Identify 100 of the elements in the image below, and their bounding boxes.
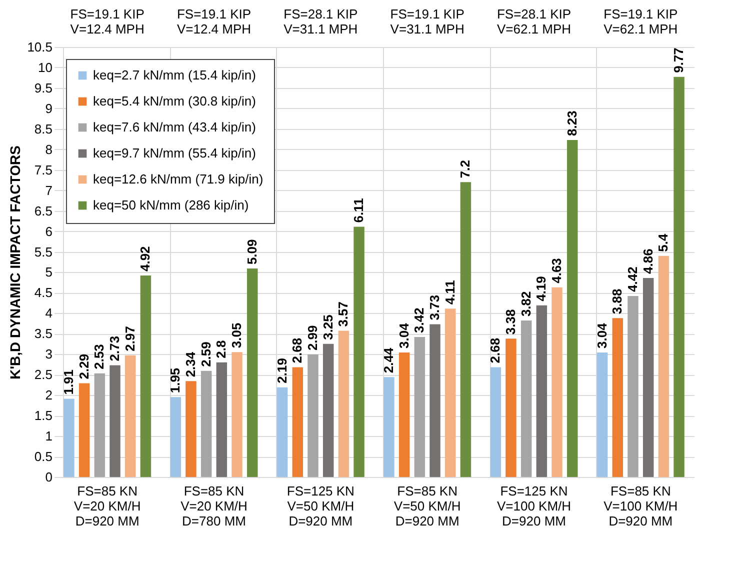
y-tick-label: 5.5 [34,244,52,260]
data-label: 2.97 [122,326,138,352]
y-tick-label: 7.5 [34,162,52,178]
legend-label: keq=50 kN/mm (286 kip/in) [93,198,249,212]
y-tick-label: 3 [45,346,52,362]
bar [78,383,90,477]
legend-label: keq=9.7 kN/mm (55.4 kip/in) [93,146,256,160]
bar [308,354,318,477]
bar [414,336,426,477]
data-label: 3.25 [320,314,336,340]
y-tick-label: 7 [45,182,52,198]
data-label: 3.38 [502,309,518,335]
bar [596,352,608,477]
text: FS=19.1 KIP V=12.4 MPH [176,6,252,36]
bar [398,352,410,477]
bar [566,140,578,477]
y-tick-label: 6 [45,224,52,239]
data-label: 9.77 [671,48,686,73]
bar [94,373,106,477]
bar [246,268,258,477]
data-label: 4.86 [640,248,656,274]
data-label: 2.99 [304,325,320,351]
bar [430,324,440,477]
data-label: 3.73 [427,294,442,320]
text: FS=19.1 KIP V=62.1 MPH [604,6,678,36]
y-tick-label: 10.5 [27,40,52,54]
y-tick-label: 3.5 [34,326,52,342]
bar [490,367,502,477]
data-label: 3.82 [518,291,534,317]
x-tick-label: FS=85 KN V=20 KM/H D=780 MM [180,484,248,528]
y-tick-label: 10 [38,60,52,75]
data-label: 3.57 [336,301,351,327]
data-label: 2.34 [182,351,198,378]
data-label: 3.88 [610,288,625,314]
data-label: 3.05 [229,322,244,348]
bar [276,387,288,477]
x-tick-label: FS=85 KN V=100 KM/H D=920 MM [604,484,678,528]
y-tick-label: 0 [45,470,52,484]
data-label: 4.11 [442,280,458,305]
bar [216,362,228,477]
bar [232,352,242,477]
y-tick-label: 4.5 [34,285,52,300]
data-label: 2.8 [214,340,229,358]
text: FS=19.1 KIP V=12.4 MPH [70,6,144,36]
x-tick-label: FS=125 KN V=50 KM/H D=920 MM [286,484,354,528]
bar [110,365,120,477]
bar [460,182,472,477]
bar [658,256,670,477]
legend-label: keq=7.6 kN/mm (43.4 kip/in) [93,120,256,134]
bar [292,367,304,477]
bar [506,338,516,477]
data-label: 5.09 [244,239,260,265]
text: FS=28.1 KIP V=31.1 MPH [284,6,358,36]
legend-label: keq=5.4 kN/mm (30.8 kip/in) [93,94,256,108]
bar [170,397,182,477]
bar [64,398,74,477]
bar [338,330,350,477]
y-tick-label: 2.5 [34,367,52,382]
data-label: 2.73 [107,336,122,362]
data-label: 2.68 [290,338,305,364]
data-label: 2.68 [488,338,503,364]
bar [642,278,654,477]
data-label: 4.63 [549,258,564,284]
bar [444,308,456,477]
y-tick-label: 5 [45,264,52,280]
bar [354,226,364,477]
data-label: 2.59 [198,342,214,367]
x-tick-label: FS=85 KN V=20 KM/H D=920 MM [74,484,141,528]
data-label: 6.11 [351,198,366,223]
data-label: 2.44 [380,347,396,374]
y-tick-label: 8 [45,142,52,157]
data-label: 1.95 [168,368,183,394]
y-tick-label: 6.5 [34,203,52,218]
bar [520,320,532,477]
y-tick-label: 9.5 [34,80,52,96]
text: FS=19.1 KIP V=31.1 MPH [390,6,464,36]
bar [140,276,152,477]
data-label: 2.19 [274,358,290,384]
data-label: 1.91 [60,369,76,395]
data-label: 2.53 [92,344,107,370]
x-tick-label: FS=85 KN V=50 KM/H D=920 MM [394,484,461,528]
bar [124,355,136,477]
legend-label: keq=12.6 kN/mm (71.9 kip/in) [93,172,264,186]
bar [628,296,638,477]
bar [186,381,196,477]
bar [674,76,684,477]
data-label: 2.29 [76,354,92,380]
legend-label: keq=2.7 kN/mm (15.4 kip/in) [93,68,256,82]
bar [384,377,394,477]
bar [552,287,562,477]
bar [536,305,548,477]
data-label: 4.19 [534,276,549,302]
y-tick-label: 4 [45,306,52,321]
data-label: 3.04 [396,322,412,349]
data-label: 5.4 [656,233,671,252]
y-tick-label: 2 [45,388,52,403]
text: FS=28.1 KIP V=62.1 MPH [496,6,572,36]
y-tick-label: 1 [45,428,52,444]
data-label: 3.42 [412,308,427,333]
y-axis-title: K'B,D DYNAMIC IMPACT FACTORS [7,146,24,380]
